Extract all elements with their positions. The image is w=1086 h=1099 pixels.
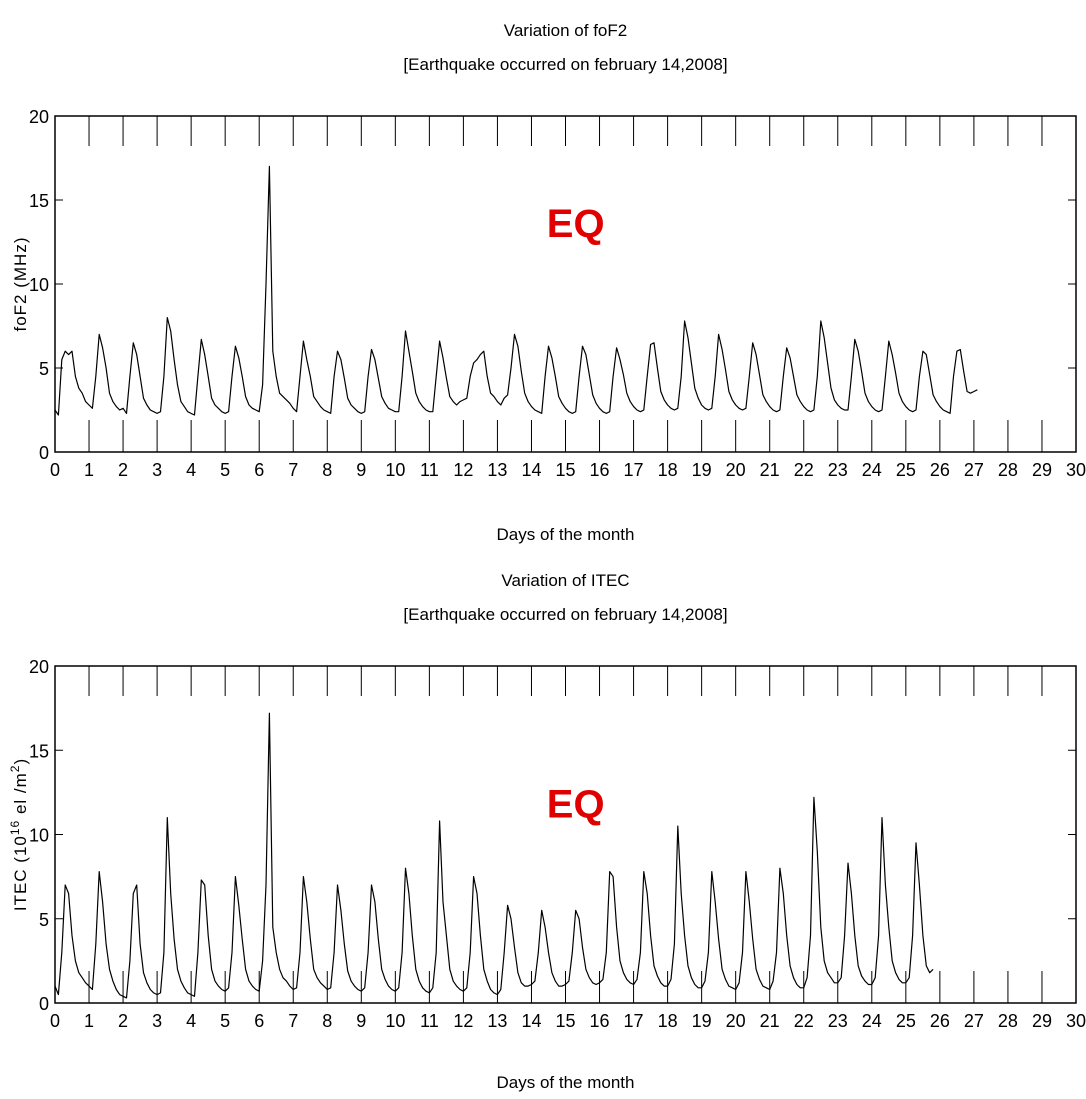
x-tick-label: 16: [590, 460, 610, 480]
x-tick-label: 4: [186, 1011, 196, 1031]
x-tick-label: 21: [760, 460, 780, 480]
x-tick-label: 20: [726, 1011, 746, 1031]
x-tick-label: 1: [84, 1011, 94, 1031]
undefined-plot-frame: [54, 665, 1077, 1004]
fof2-chart: Variation of foF2 [Earthquake occurred o…: [11, 21, 1086, 544]
fof2-chart-subtitle: [Earthquake occurred on february 14,2008…: [403, 55, 727, 74]
x-tick-label: 11: [420, 460, 439, 480]
itec-chart-subtitle: [Earthquake occurred on february 14,2008…: [403, 605, 727, 624]
x-tick-label: 8: [322, 1011, 332, 1031]
x-tick-label: 2: [118, 1011, 128, 1031]
x-tick-label: 29: [1032, 460, 1052, 480]
x-tick-label: 15: [555, 1011, 575, 1031]
x-tick-label: 27: [964, 1011, 984, 1031]
x-tick-label: 1: [84, 460, 94, 480]
x-tick-label: 17: [624, 1011, 644, 1031]
undefined-series-line: [54, 165, 978, 416]
x-tick-label: 17: [624, 460, 644, 480]
x-tick-label: 18: [658, 1011, 678, 1031]
y-tick-label: 20: [29, 657, 49, 677]
x-tick-label: 26: [930, 460, 950, 480]
x-tick-label: 10: [385, 1011, 405, 1031]
x-tick-label: 20: [726, 460, 746, 480]
x-tick-label: 9: [356, 460, 366, 480]
x-tick-label: 2: [118, 460, 128, 480]
undefined-plot-frame: [54, 115, 1077, 453]
x-tick-label: 26: [930, 1011, 950, 1031]
y-tick-label: 0: [39, 443, 49, 463]
x-tick-label: 25: [896, 1011, 916, 1031]
fof2-x-axis-label: Days of the month: [497, 525, 635, 544]
y-tick-label: 20: [29, 107, 49, 127]
fof2-eq-annotation: EQ: [547, 202, 605, 246]
x-tick-label: 19: [692, 1011, 712, 1031]
x-tick-label: 24: [862, 1011, 882, 1031]
x-tick-label: 30: [1066, 460, 1086, 480]
x-tick-label: 10: [385, 460, 405, 480]
itec-eq-annotation: EQ: [547, 783, 605, 827]
itec-y-axis-label: ITEC (1016 el /m2): [8, 758, 30, 911]
x-tick-label: 8: [322, 460, 332, 480]
x-tick-label: 24: [862, 460, 882, 480]
x-tick-label: 22: [794, 460, 814, 480]
fof2-y-axis-label: foF2 (MHz): [11, 237, 30, 332]
x-tick-label: 19: [692, 460, 712, 480]
x-tick-label: 13: [487, 1011, 507, 1031]
x-tick-label: 22: [794, 1011, 814, 1031]
y-tick-label: 15: [29, 741, 49, 761]
x-tick-label: 30: [1066, 1011, 1086, 1031]
itec-chart-title: Variation of ITEC: [501, 571, 629, 590]
x-tick-label: 14: [521, 460, 541, 480]
x-tick-label: 12: [453, 460, 473, 480]
x-tick-label: 16: [590, 1011, 610, 1031]
x-tick-label: 4: [186, 460, 196, 480]
x-tick-label: 5: [220, 1011, 230, 1031]
x-tick-label: 7: [288, 460, 298, 480]
x-tick-label: 23: [828, 460, 848, 480]
x-tick-label: 6: [254, 1011, 264, 1031]
y-tick-label: 10: [29, 826, 49, 846]
x-tick-label: 6: [254, 460, 264, 480]
x-tick-label: 3: [152, 1011, 162, 1031]
itec-x-axis-label: Days of the month: [497, 1073, 635, 1092]
y-tick-label: 10: [29, 275, 49, 295]
x-tick-label: 5: [220, 460, 230, 480]
x-tick-label: 7: [288, 1011, 298, 1031]
x-tick-label: 0: [50, 1011, 60, 1031]
x-tick-label: 14: [521, 1011, 541, 1031]
x-tick-label: 27: [964, 460, 984, 480]
x-tick-label: 29: [1032, 1011, 1052, 1031]
x-tick-label: 23: [828, 1011, 848, 1031]
undefined-series-line: [54, 712, 934, 999]
x-tick-label: 13: [487, 460, 507, 480]
x-tick-label: 15: [555, 460, 575, 480]
x-tick-label: 12: [453, 1011, 473, 1031]
y-tick-label: 15: [29, 191, 49, 211]
x-tick-label: 18: [658, 460, 678, 480]
x-tick-label: 28: [998, 460, 1018, 480]
x-tick-label: 11: [420, 1011, 439, 1031]
y-tick-label: 5: [39, 359, 49, 379]
fof2-chart-title: Variation of foF2: [504, 21, 627, 40]
x-tick-label: 3: [152, 460, 162, 480]
x-tick-label: 28: [998, 1011, 1018, 1031]
x-tick-label: 25: [896, 460, 916, 480]
x-tick-label: 0: [50, 460, 60, 480]
y-tick-label: 0: [39, 994, 49, 1014]
x-tick-label: 21: [760, 1011, 780, 1031]
itec-chart: Variation of ITEC [Earthquake occurred o…: [8, 571, 1086, 1092]
y-tick-label: 5: [39, 910, 49, 930]
x-tick-label: 9: [356, 1011, 366, 1031]
